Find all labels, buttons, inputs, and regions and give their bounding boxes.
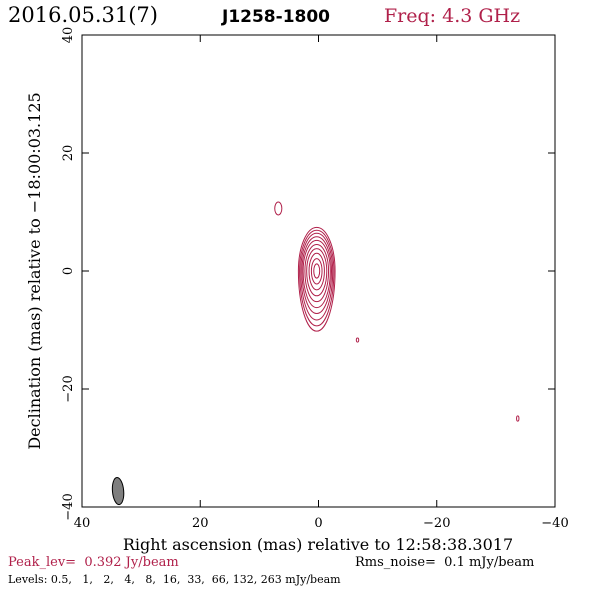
contour-level	[297, 226, 336, 332]
minor-component-contour	[516, 415, 520, 422]
source-name: J1258-1800	[221, 7, 330, 27]
frequency-label: Freq: 4.3 GHz	[384, 5, 520, 27]
contour-level	[306, 248, 328, 297]
contour-level	[302, 240, 331, 308]
contour-level	[313, 263, 321, 279]
contour-layer	[111, 201, 520, 506]
contour-levels: Levels: 0.5, 1, 2, 4, 8, 16, 33, 66, 132…	[8, 573, 341, 586]
y-tick-label: −40	[61, 493, 76, 520]
x-axis-label: Right ascension (mas) relative to 12:58:…	[123, 535, 513, 554]
peak-level: Peak_lev= 0.392 Jy/beam	[8, 555, 179, 570]
x-tick-label: 20	[192, 516, 209, 531]
contour-level	[304, 243, 330, 303]
contour-level	[308, 252, 325, 291]
plot-frame	[81, 34, 556, 508]
contour-level	[300, 232, 334, 321]
x-tick-label: 40	[74, 516, 91, 531]
y-tick-label: 40	[61, 27, 76, 44]
y-tick-label: 0	[61, 267, 76, 275]
x-tick-label: 0	[314, 516, 322, 531]
x-tick-label: −20	[423, 516, 450, 531]
observation-date: 2016.05.31(7)	[8, 3, 158, 27]
contour-level	[310, 258, 323, 285]
y-tick-label: 20	[61, 145, 76, 162]
rms-noise: Rms_noise= 0.1 mJy/beam	[355, 555, 534, 570]
beam-ellipse	[111, 477, 125, 506]
axis-ticks: 40 20 0 −20 −40 −40 −20 0 20 40	[61, 27, 569, 531]
y-axis-label: Declination (mas) relative to −18:00:03.…	[25, 92, 44, 449]
minor-component-contour	[355, 337, 360, 343]
y-tick-label: −20	[61, 375, 76, 402]
contour-level	[299, 229, 335, 327]
x-tick-label: −40	[541, 516, 568, 531]
minor-component-contour	[274, 201, 283, 216]
contour-level	[301, 236, 333, 314]
